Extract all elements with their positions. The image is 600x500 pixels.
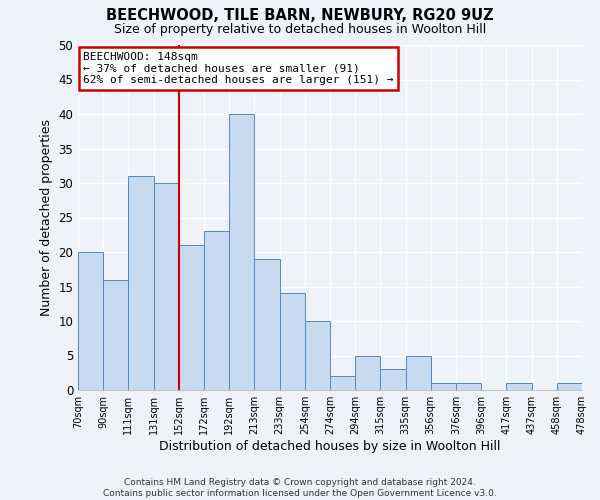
Y-axis label: Number of detached properties: Number of detached properties [40, 119, 53, 316]
Text: BEECHWOOD, TILE BARN, NEWBURY, RG20 9UZ: BEECHWOOD, TILE BARN, NEWBURY, RG20 9UZ [106, 8, 494, 22]
X-axis label: Distribution of detached houses by size in Woolton Hill: Distribution of detached houses by size … [159, 440, 501, 453]
Bar [128, 176, 154, 390]
Bar [355, 356, 380, 390]
Bar [280, 294, 305, 390]
Bar [78, 252, 103, 390]
Bar [254, 259, 280, 390]
Bar [229, 114, 254, 390]
Bar [179, 245, 204, 390]
Bar [557, 383, 582, 390]
Bar [406, 356, 431, 390]
Bar [506, 383, 532, 390]
Bar [204, 232, 229, 390]
Text: BEECHWOOD: 148sqm
← 37% of detached houses are smaller (91)
62% of semi-detached: BEECHWOOD: 148sqm ← 37% of detached hous… [83, 52, 394, 85]
Bar [330, 376, 355, 390]
Text: Size of property relative to detached houses in Woolton Hill: Size of property relative to detached ho… [114, 22, 486, 36]
Bar [456, 383, 481, 390]
Bar [380, 370, 406, 390]
Bar [103, 280, 128, 390]
Text: Contains HM Land Registry data © Crown copyright and database right 2024.
Contai: Contains HM Land Registry data © Crown c… [103, 478, 497, 498]
Bar [154, 183, 179, 390]
Bar [305, 321, 330, 390]
Bar [431, 383, 456, 390]
